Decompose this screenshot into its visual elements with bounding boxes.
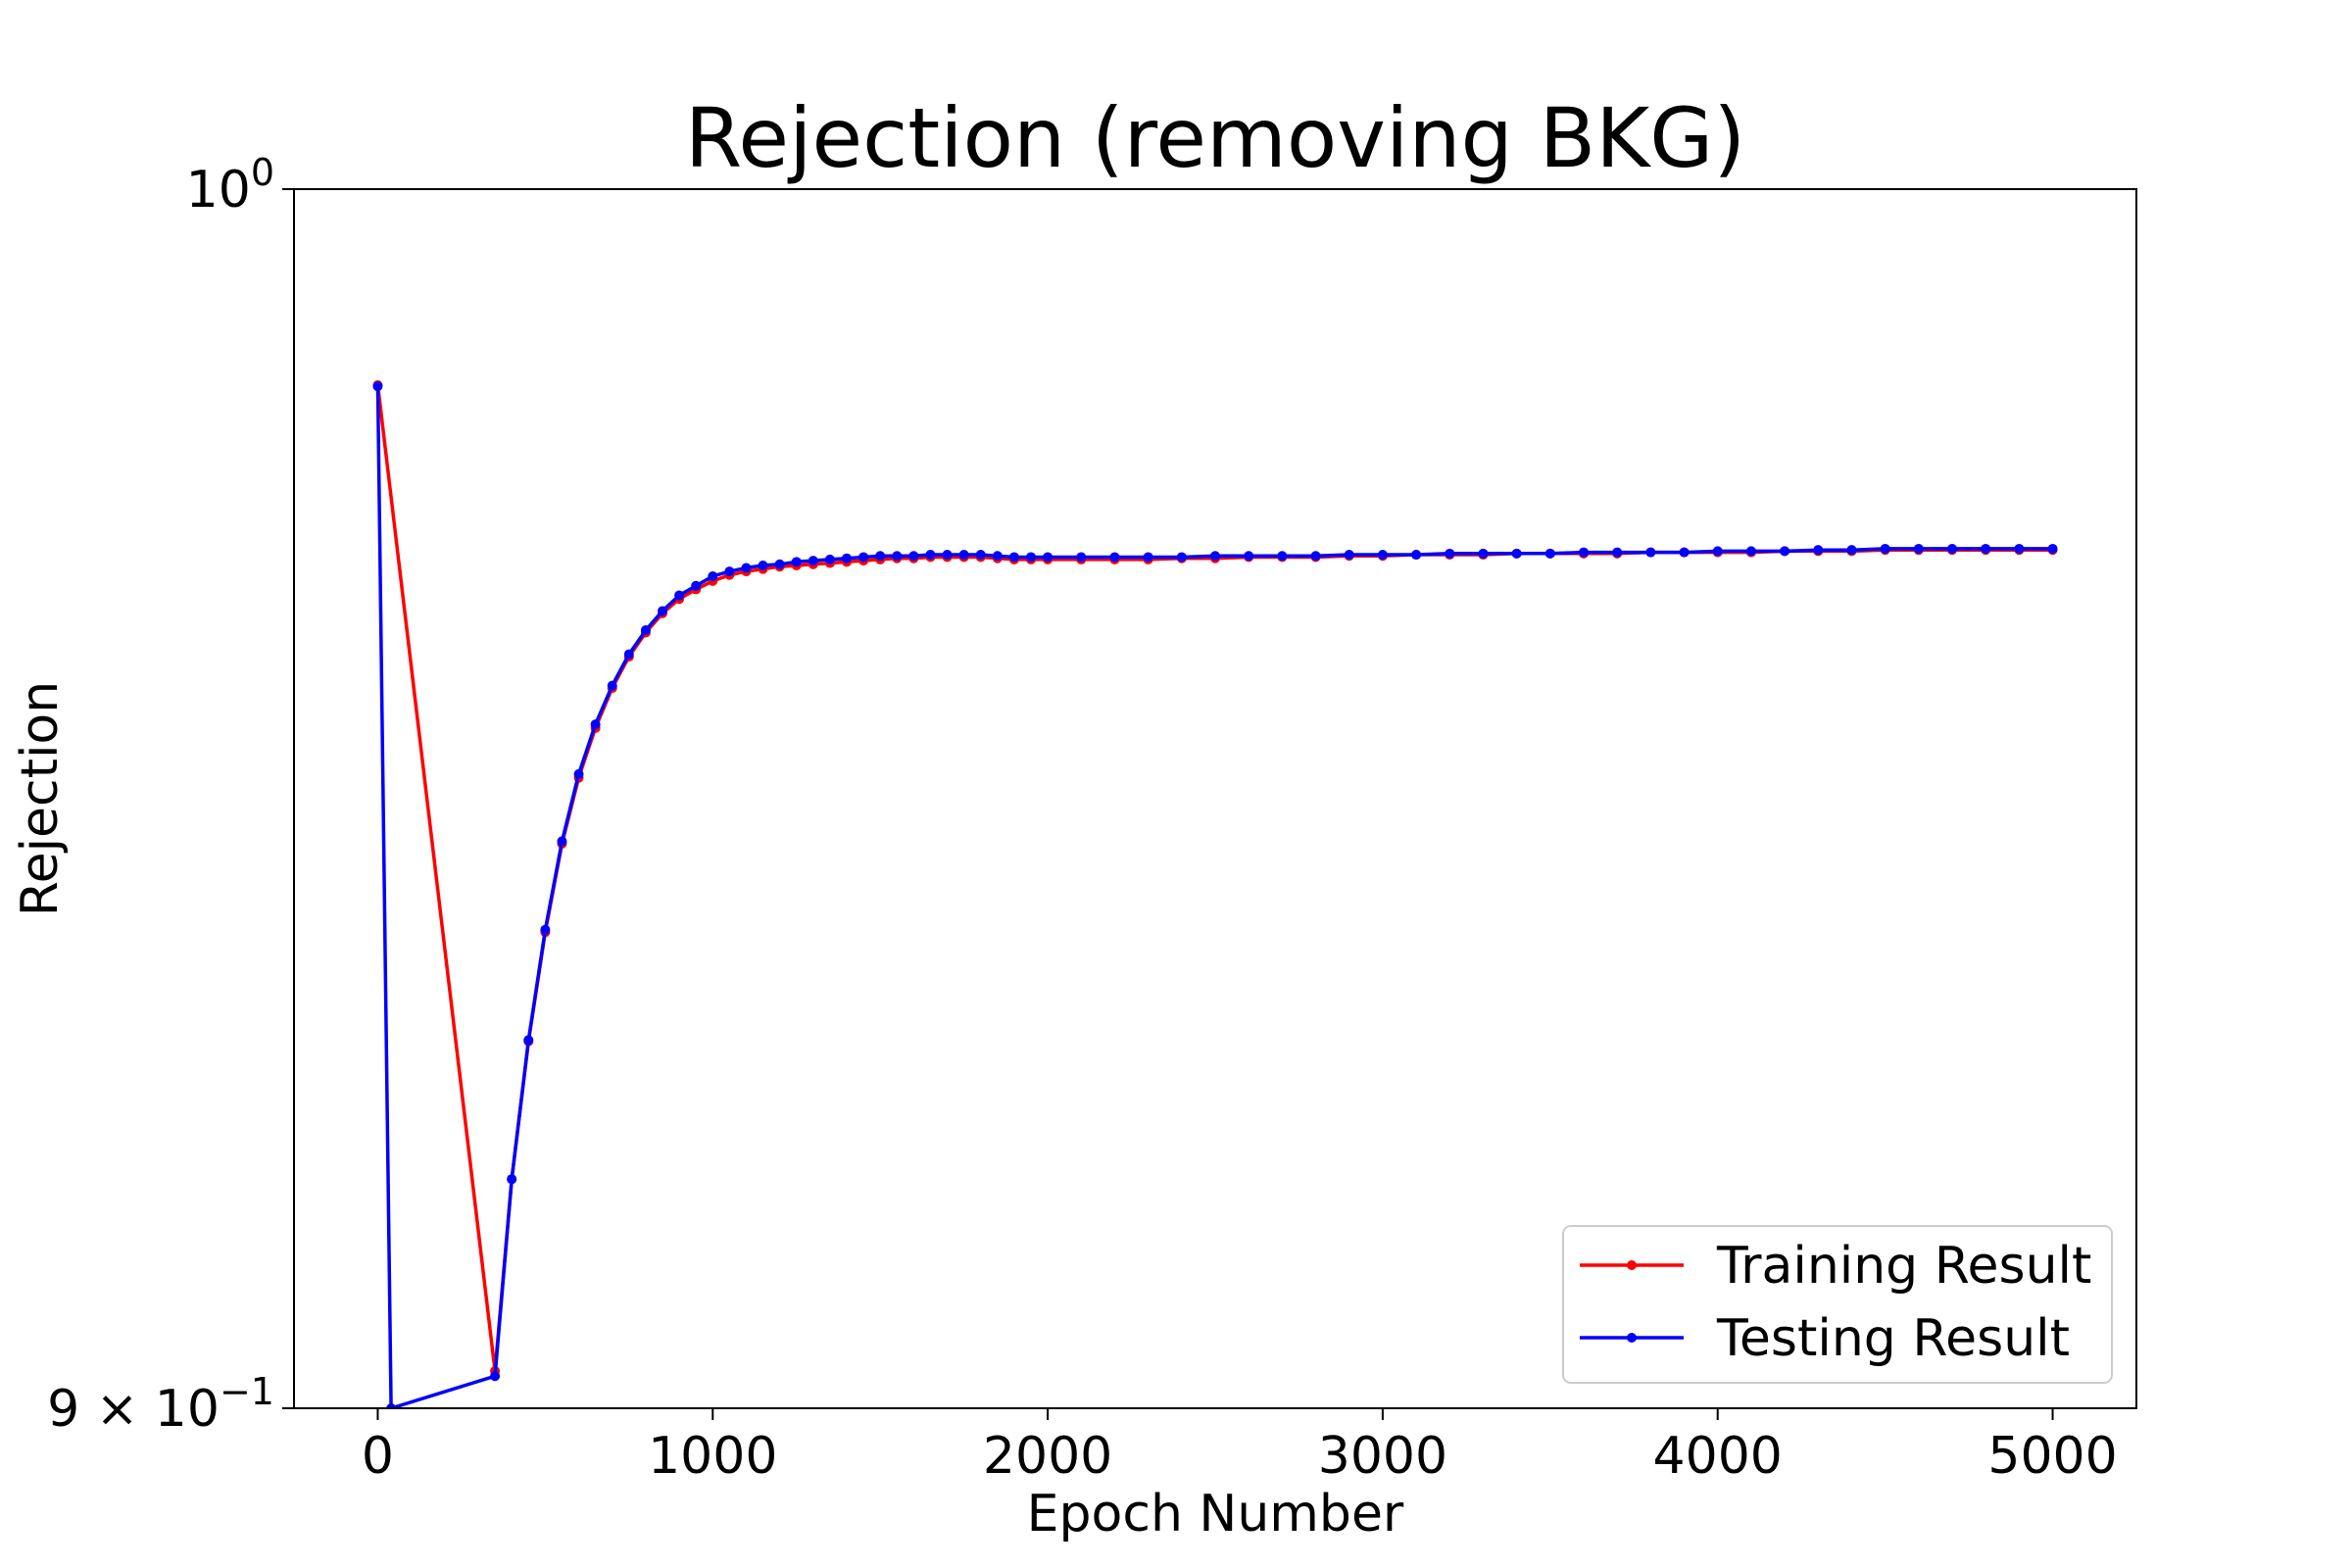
x-tick-label: 1000: [648, 1427, 777, 1486]
x-tick-label: 3000: [1318, 1427, 1447, 1486]
data-point-testing-result: [1679, 547, 1690, 558]
data-point-testing-result: [791, 557, 802, 567]
data-point-testing-result: [1176, 552, 1187, 563]
plot-frame: [293, 188, 2137, 1409]
legend-marker-testing-result: [1627, 1333, 1637, 1343]
data-point-testing-result: [2014, 543, 2025, 554]
data-point-testing-result: [1780, 546, 1790, 557]
data-point-testing-result: [1544, 548, 1555, 559]
data-point-testing-result: [724, 566, 735, 577]
data-point-testing-result: [1244, 551, 1254, 562]
data-point-testing-result: [925, 550, 936, 561]
data-point-testing-result: [2047, 543, 2058, 554]
data-point-testing-result: [774, 559, 785, 569]
x-axis: 0 1000 2000 3000 4000 5000: [362, 1408, 2118, 1486]
data-point-testing-result: [1712, 546, 1723, 557]
data-point-testing-result: [1880, 543, 1890, 554]
data-point-testing-result: [1043, 552, 1054, 563]
data-point-testing-result: [1026, 552, 1036, 563]
data-point-testing-result: [758, 561, 768, 571]
series-layer: [372, 380, 2058, 1408]
data-point-testing-result: [490, 1371, 501, 1382]
data-point-testing-result: [958, 550, 969, 561]
data-point-testing-result: [1109, 552, 1120, 563]
legend: Training Result Testing Result: [1562, 1225, 2113, 1384]
data-point-testing-result: [942, 550, 953, 561]
data-point-testing-result: [1846, 545, 1857, 556]
legend-label-testing-result: Testing Result: [1716, 1309, 2070, 1368]
data-point-testing-result: [590, 719, 601, 730]
data-point-testing-result: [658, 606, 667, 616]
chart-title: Rejection (removing BKG): [685, 90, 1745, 186]
data-point-testing-result: [1344, 550, 1354, 561]
y-axis-label: Rejection: [11, 681, 70, 916]
data-point-testing-result: [708, 570, 718, 581]
legend-label-training-result: Training Result: [1716, 1237, 2091, 1296]
data-point-testing-result: [1913, 543, 1924, 554]
data-point-testing-result: [1645, 547, 1656, 558]
data-point-testing-result: [1813, 545, 1824, 556]
x-tick-label: 5000: [1987, 1427, 2117, 1486]
data-point-testing-result: [1310, 551, 1321, 562]
data-point-testing-result: [975, 550, 986, 561]
data-point-testing-result: [1579, 547, 1589, 558]
y-tick-label: 9 × 10−1: [47, 1370, 274, 1439]
data-point-testing-result: [1981, 543, 1991, 554]
data-point-testing-result: [808, 556, 818, 566]
data-point-testing-result: [1277, 551, 1288, 562]
data-point-testing-result: [1745, 546, 1756, 557]
x-tick-label: 2000: [983, 1427, 1112, 1486]
data-point-testing-result: [1076, 552, 1087, 563]
data-point-testing-result: [1511, 548, 1522, 559]
data-point-testing-result: [824, 554, 835, 564]
y-tick-label: 100: [186, 151, 274, 220]
data-point-testing-result: [1947, 543, 1957, 554]
data-point-testing-result: [573, 768, 584, 779]
x-tick-label: 0: [362, 1427, 394, 1486]
data-point-testing-result: [858, 552, 869, 563]
y-axis: 100 9 × 10−1: [47, 151, 294, 1439]
data-point-testing-result: [908, 551, 919, 562]
legend-box: [1562, 1225, 2113, 1384]
data-point-testing-result: [992, 551, 1003, 562]
data-point-testing-result: [557, 836, 567, 847]
data-point-testing-result: [691, 580, 702, 591]
data-point-testing-result: [674, 590, 685, 601]
data-point-testing-result: [1445, 548, 1455, 559]
data-point-testing-result: [372, 381, 383, 392]
data-point-testing-result: [842, 553, 852, 564]
data-point-testing-result: [1008, 552, 1019, 563]
data-point-testing-result: [741, 563, 752, 573]
data-point-testing-result: [1143, 552, 1153, 563]
data-point-testing-result: [1210, 551, 1220, 562]
data-point-testing-result: [523, 1035, 534, 1046]
data-point-testing-result: [386, 1403, 397, 1408]
data-point-testing-result: [1411, 550, 1422, 561]
data-point-testing-result: [1377, 550, 1388, 561]
data-point-testing-result: [507, 1174, 517, 1185]
data-point-testing-result: [1612, 547, 1623, 558]
legend-marker-training-result: [1627, 1260, 1637, 1270]
data-point-testing-result: [892, 551, 903, 562]
data-point-testing-result: [875, 551, 886, 562]
data-point-testing-result: [1478, 548, 1489, 559]
data-point-testing-result: [607, 680, 617, 691]
x-tick-label: 4000: [1653, 1427, 1783, 1486]
data-point-testing-result: [540, 924, 551, 935]
data-point-testing-result: [623, 649, 634, 660]
x-axis-label: Epoch Number: [1027, 1485, 1404, 1544]
data-point-testing-result: [640, 625, 651, 636]
series-line-testing-result: [375, 386, 2053, 1408]
